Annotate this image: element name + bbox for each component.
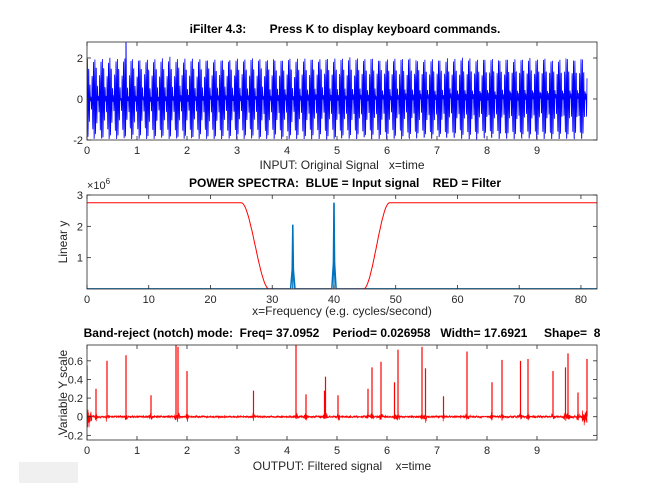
filter-curve-line	[87, 202, 597, 289]
y-tick-label: 0.4	[68, 374, 83, 386]
x-axis-label: INPUT: Original Signal x=time	[259, 158, 424, 172]
y-tick-label: -2	[73, 135, 83, 147]
y-tick-label: 0	[77, 94, 83, 106]
x-tick-label: 2	[184, 445, 190, 457]
x-tick-label: 5	[334, 445, 340, 457]
x-tick-label: 4	[284, 445, 290, 457]
axes-title: iFilter 4.3: Press K to display keyboard…	[190, 22, 501, 36]
x-tick-label: 1	[134, 445, 140, 457]
y-tick-label: 0.6	[68, 356, 83, 368]
axes-box	[86, 41, 598, 141]
y-tick-label: -0.2	[64, 430, 83, 442]
y-exponent-label: ×106	[87, 177, 111, 192]
input-signal-line	[87, 42, 588, 140]
axes-title: POWER SPECTRA: BLUE = Input signal RED =…	[189, 176, 501, 190]
axes-title: Band-reject (notch) mode: Freq= 37.0952 …	[84, 326, 601, 340]
x-tick-label: 8	[484, 445, 490, 457]
x-tick-label: 4	[284, 145, 290, 157]
axes-box	[86, 344, 598, 441]
y-tick-label: 3	[77, 190, 83, 202]
x-tick-label: 8	[484, 145, 490, 157]
y-tick-label: 0	[77, 412, 83, 424]
filtered-signal-line	[87, 409, 588, 428]
x-tick-label: 1	[134, 145, 140, 157]
x-tick-label: 40	[328, 294, 340, 306]
x-axis-label: OUTPUT: Filtered signal x=time	[253, 459, 432, 473]
x-tick-label: 0	[84, 445, 90, 457]
x-axis-label: x=Frequency (e.g. cycles/second)	[252, 304, 432, 318]
x-tick-label: 20	[204, 294, 216, 306]
x-tick-label: 9	[534, 145, 540, 157]
x-tick-label: 50	[390, 294, 402, 306]
axes-2[interactable]: 0 10 20 30 40 50 60 70 80 1 2 3 POWER SPECTRA: BLUE …	[56, 176, 598, 318]
x-tick-label: 30	[266, 294, 278, 306]
series-group	[87, 345, 588, 428]
series-group	[87, 42, 588, 140]
axes-box	[86, 194, 598, 290]
x-tick-label: 5	[334, 145, 340, 157]
x-tick-label: 0	[84, 145, 90, 157]
x-tick-label: 9	[534, 445, 540, 457]
x-tick-label: 0	[84, 294, 90, 306]
y-tick-label: 1	[77, 253, 83, 265]
x-tick-label: 6	[384, 145, 390, 157]
x-tick-label: 3	[234, 145, 240, 157]
x-tick-label: 60	[451, 294, 463, 306]
y-tick-label: 2	[77, 221, 83, 233]
x-tick-label: 6	[384, 445, 390, 457]
x-tick-label: 2	[184, 145, 190, 157]
plot-area	[87, 345, 597, 440]
x-tick-label: 10	[143, 294, 155, 306]
plot-area	[87, 195, 597, 289]
y-tick-label: 0.2	[68, 393, 83, 405]
y-axis-label: Variable Y scale	[56, 349, 70, 435]
y-tick-label: 2	[77, 53, 83, 65]
x-tick-label: 80	[575, 294, 587, 306]
x-tick-label: 70	[513, 294, 525, 306]
x-tick-label: 3	[234, 445, 240, 457]
x-tick-label: 7	[434, 145, 440, 157]
figure-control-button[interactable]	[19, 462, 78, 483]
y-axis-label: Linear y	[56, 221, 70, 264]
x-tick-label: 7	[434, 445, 440, 457]
